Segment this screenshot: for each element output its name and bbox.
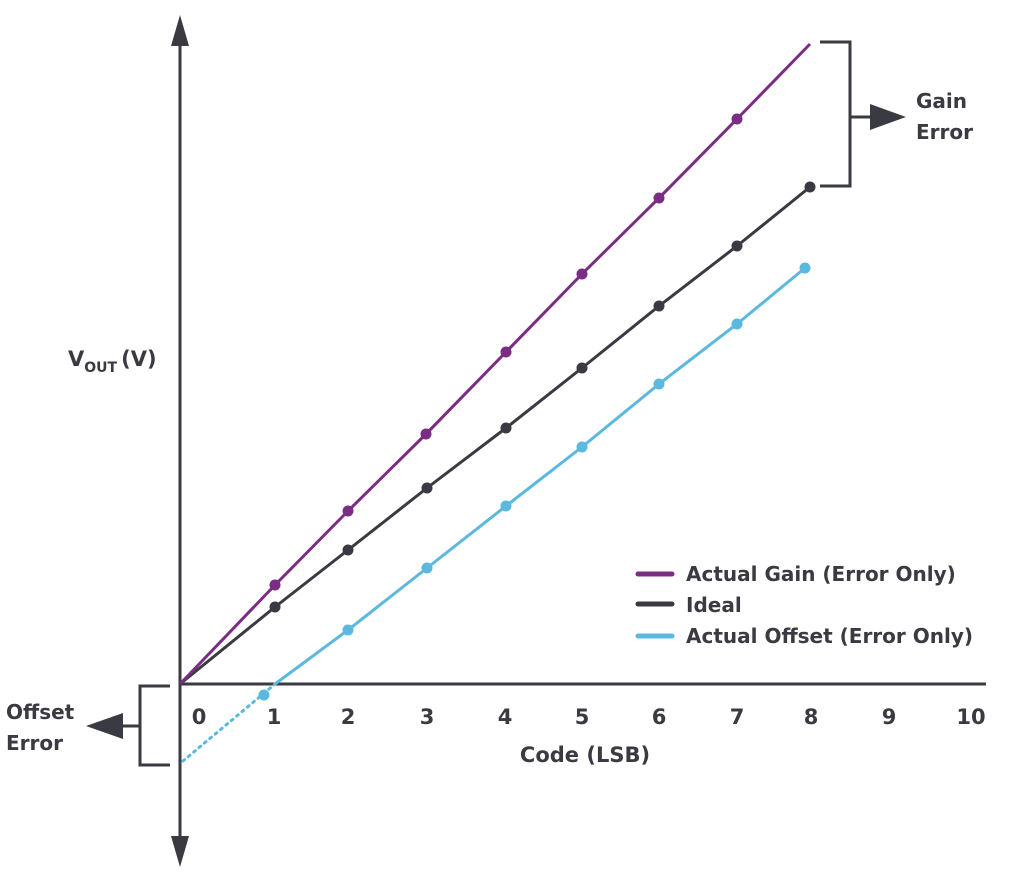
x-tick-1: 1: [267, 705, 282, 729]
gain-error-line-1: Gain: [916, 89, 967, 113]
legend-label-actual-offset: Actual Offset (Error Only): [686, 624, 973, 648]
y-axis-title-unit: (V): [121, 347, 156, 371]
legend-label-ideal: Ideal: [686, 593, 742, 617]
legend-item-ideal: Ideal: [635, 593, 742, 617]
legend-label-actual-gain: Actual Gain (Error Only): [686, 562, 956, 586]
offset-error-line-2: Error: [6, 731, 63, 755]
series-actual-gain: [178, 42, 812, 686]
y-axis-up-arrow-icon: [171, 15, 189, 46]
gain-error-bracket: [820, 40, 872, 188]
offset-markers: [258, 262, 811, 701]
x-tick-2: 2: [341, 705, 356, 729]
x-tick-3: 3: [420, 705, 435, 729]
ideal-markers: [269, 181, 816, 613]
offset-error-label: Offset Error: [6, 700, 81, 755]
y-axis: [171, 15, 189, 867]
x-tick-4: 4: [498, 705, 513, 729]
gain-error-label: Gain Error: [916, 89, 974, 144]
gain-markers: [269, 113, 743, 591]
y-axis-title: VOUT (V): [68, 347, 157, 376]
legend-item-actual-offset: Actual Offset (Error Only): [635, 624, 973, 648]
series-ideal: [179, 181, 816, 686]
x-tick-9: 9: [882, 705, 897, 729]
x-tick-labels: 0 1 2 3 4 5 6 7 8 9 10: [192, 705, 986, 729]
x-tick-6: 6: [652, 705, 667, 729]
gain-error-line-2: Error: [916, 120, 973, 144]
x-tick-10: 10: [956, 705, 985, 729]
offset-error-arrow-icon: [86, 713, 123, 739]
x-axis-title: Code (LSB): [520, 743, 650, 767]
legend-item-actual-gain: Actual Gain (Error Only): [635, 562, 956, 586]
y-axis-title-main: V: [68, 347, 85, 371]
gain-error-arrow-icon: [870, 104, 906, 130]
offset-error-line-1: Offset: [6, 700, 75, 724]
y-axis-down-arrow-icon: [171, 836, 189, 867]
x-tick-5: 5: [575, 705, 590, 729]
series-actual-offset: [181, 262, 811, 763]
legend: Actual Gain (Error Only) Ideal Actual Of…: [635, 562, 973, 648]
offset-error-bracket: [120, 684, 170, 767]
x-tick-8: 8: [804, 705, 819, 729]
x-tick-0: 0: [192, 705, 207, 729]
x-tick-7: 7: [730, 705, 745, 729]
y-axis-title-sub: OUT: [84, 360, 117, 376]
